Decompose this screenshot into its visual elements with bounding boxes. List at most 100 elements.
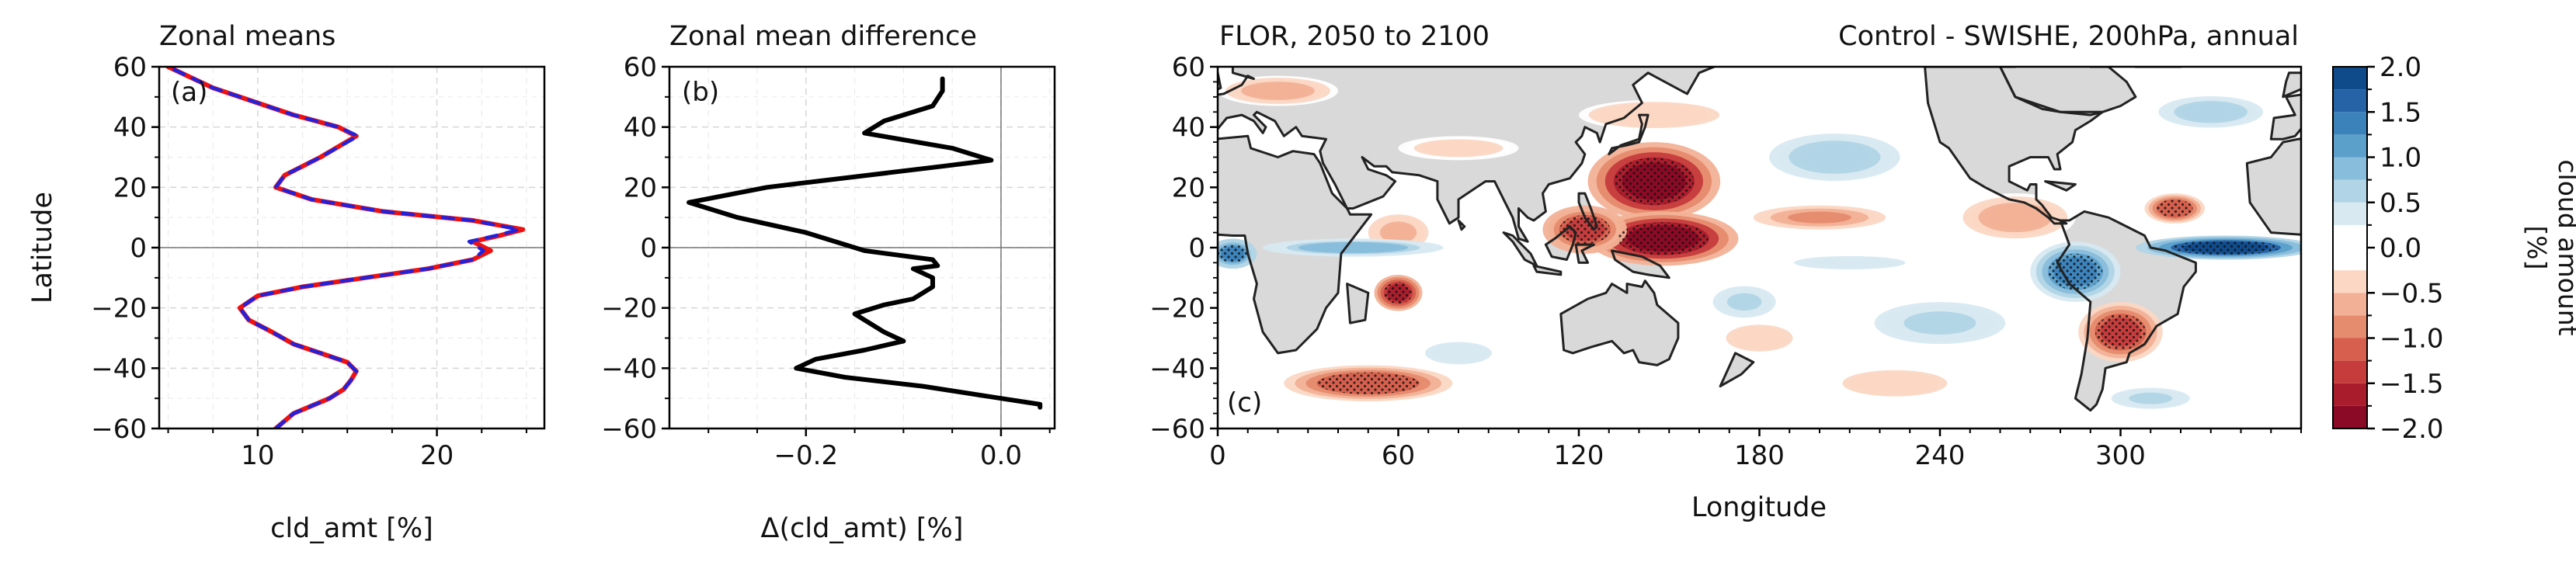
- significance-dots: [2048, 253, 2103, 290]
- colorbar-blocks: [2333, 67, 2367, 428]
- y-tick-label: 60: [113, 52, 147, 83]
- colorbar-label-line: cloud amount: [2553, 159, 2576, 335]
- land-shape: [1347, 283, 1368, 324]
- colorbar-ticks: −2.0 −1.5 −1.0 −0.5 0.0 0.5 1.0 1.5 2.0: [2367, 52, 2444, 445]
- colorbar-tick-label: 1.5: [2380, 97, 2421, 128]
- coastline: [1038, 6, 1164, 67]
- anomaly-region: [1955, 193, 2076, 242]
- land-shape: [420, 233, 454, 266]
- y-tick-label: 60: [1172, 52, 1205, 83]
- colorbar-tick-label: −1.5: [2380, 369, 2444, 400]
- anomaly-contour: [1618, 107, 1691, 123]
- colorbar-tick-label: −1.0: [2380, 324, 2444, 355]
- anomaly-region: [1753, 205, 1886, 230]
- coastline: [1577, 192, 1598, 231]
- y-tick-label: −60: [91, 414, 147, 445]
- land-shape: [1038, 6, 1164, 67]
- x-tick-label: 20: [420, 440, 454, 471]
- panel-a-ylabel: Latitude: [27, 192, 58, 304]
- y-tick-label: 20: [624, 172, 657, 203]
- panel-c: FLOR, 2050 to 2100 Control - SWISHE, 200…: [375, 6, 2303, 523]
- colorbar-tick-label: −2.0: [2380, 414, 2444, 445]
- coastline: [1532, 264, 1563, 276]
- coastline: [1559, 279, 1680, 366]
- colorbar-swatch: [2333, 157, 2367, 180]
- panel-b-series: [687, 76, 1043, 410]
- panel-b-title: Zonal mean difference: [669, 21, 977, 52]
- coastline: [375, 220, 381, 230]
- panel-a-title: Zonal means: [159, 21, 335, 52]
- significance-dots: [1618, 222, 1709, 255]
- y-tick-label: 40: [624, 113, 657, 144]
- x-tick-label: 0: [1209, 440, 1226, 471]
- significance-dots: [1614, 158, 1694, 205]
- land-shape: [450, 265, 478, 275]
- anomaly-contour: [1798, 144, 1871, 171]
- panel-a-xlabel: cld_amt [%]: [270, 513, 433, 544]
- land-shape: [1924, 67, 2103, 224]
- panel-a: Zonal means −60 −40 −20 0 20 40 60 10 20 (a) cld…: [27, 21, 546, 544]
- x-tick-label: 300: [2095, 440, 2146, 471]
- y-tick-label: −20: [91, 293, 147, 324]
- coastline: [974, 211, 1112, 410]
- y-tick-label: −40: [601, 353, 657, 384]
- coastline: [1608, 113, 1650, 156]
- coastline: [2044, 180, 2077, 192]
- land-shape: [1560, 280, 1678, 366]
- y-tick-label: 20: [1172, 172, 1205, 203]
- coastline: [962, 182, 993, 191]
- coastline: [1218, 134, 1373, 355]
- anomaly-region: [1263, 238, 1444, 257]
- y-tick-label: 0: [130, 233, 147, 264]
- panel-c-title-right: Control - SWISHE, 200hPa, annual: [1838, 21, 2299, 52]
- colorbar-tick-label: 0.5: [2380, 188, 2421, 219]
- anomaly-contour: [1429, 142, 1488, 154]
- coastline: [450, 265, 478, 275]
- colorbar-swatch: [2333, 338, 2367, 361]
- coastline: [1924, 67, 2104, 225]
- anomaly-contour: [1726, 293, 1762, 311]
- colorbar: −2.0 −1.5 −1.0 −0.5 0.0 0.5 1.0 1.5 2.0 cloud am…: [2332, 52, 2576, 445]
- colorbar-swatch: [2333, 112, 2367, 135]
- coastline: [1218, 67, 1719, 243]
- land-shape: [2247, 138, 2301, 235]
- significance-dots: [1218, 245, 1247, 263]
- anomaly-region: [2150, 93, 2272, 130]
- panel-c-title-left: FLOR, 2050 to 2100: [1219, 21, 1490, 52]
- significance-dots: [2156, 199, 2193, 218]
- colorbar-swatch: [2333, 293, 2367, 316]
- y-tick-label: −60: [1149, 414, 1205, 445]
- panel-b-ticks: −60 −40 −20 0 20 40 60 −0.2 0.0: [601, 52, 1051, 471]
- panel-c-ticks: 0 60 120 180 240 300 −60 −40 −20 0 20 40 60: [1149, 52, 2302, 471]
- colorbar-tick-label: 0.0: [2380, 233, 2421, 264]
- panel-a-label: (a): [171, 77, 207, 108]
- panel-b-label: (b): [682, 77, 719, 108]
- colorbar-label: cloud amount[%]: [2522, 159, 2576, 335]
- land-shape: [1720, 352, 1754, 387]
- series-line-0: [687, 76, 1043, 410]
- anomaly-contour: [1865, 376, 1924, 391]
- significance-dots: [1383, 282, 1413, 304]
- x-tick-label: −0.2: [774, 440, 839, 471]
- map-field: [375, 6, 2301, 428]
- significance-dots: [2095, 314, 2146, 351]
- coastline: [2269, 93, 2301, 141]
- significance-dots: [2171, 240, 2280, 255]
- coastline: [1611, 249, 1670, 279]
- land-shape: [1504, 232, 1537, 266]
- anomaly-contour: [1813, 258, 1886, 268]
- y-tick-label: 60: [624, 52, 657, 83]
- anomaly-region: [2105, 386, 2196, 411]
- colorbar-swatch: [2333, 405, 2367, 428]
- colorbar-swatch: [2333, 383, 2367, 406]
- panel-a-series: [165, 67, 526, 428]
- anomaly-region: [1413, 338, 1504, 369]
- significance-dots: [1317, 372, 1419, 394]
- colorbar-swatch: [2333, 360, 2367, 383]
- anomaly-contour: [1437, 345, 1480, 361]
- y-tick-label: −20: [1149, 293, 1205, 324]
- x-tick-label: 60: [1382, 440, 1415, 471]
- coastline: [1346, 283, 1370, 324]
- anomaly-region: [1759, 130, 1910, 185]
